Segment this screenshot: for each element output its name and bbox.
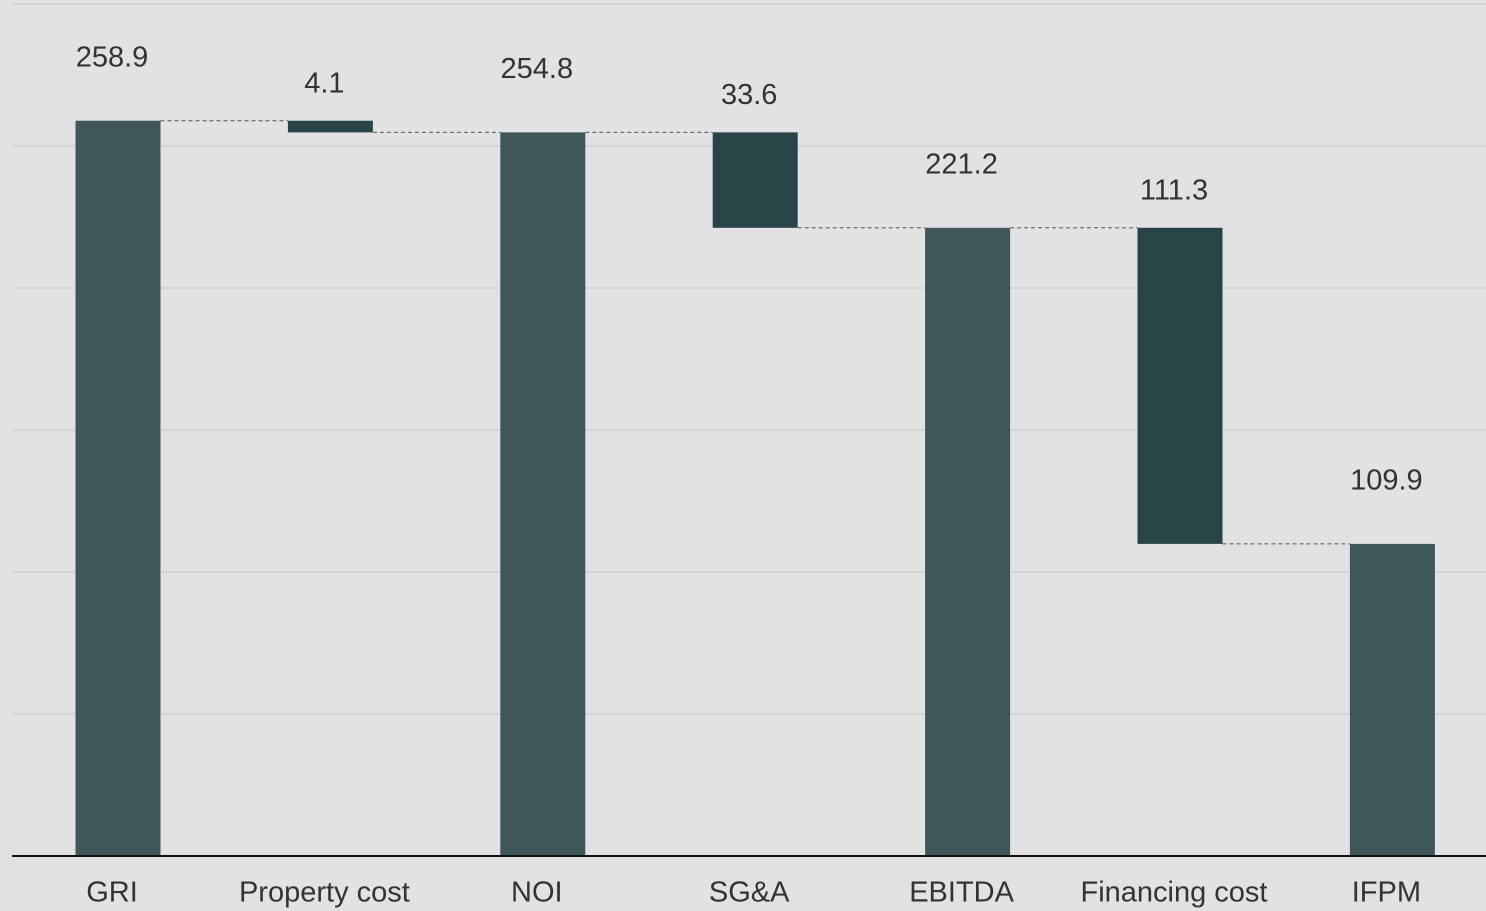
value-label: 111.3 bbox=[1140, 174, 1208, 206]
bar bbox=[925, 227, 1011, 857]
value-label: 4.1 bbox=[304, 67, 344, 99]
value-label: 33.6 bbox=[721, 79, 777, 111]
value-label: 258.9 bbox=[76, 41, 149, 73]
x-tick-label: SG&A bbox=[709, 877, 790, 909]
bar bbox=[1349, 543, 1435, 856]
x-tick-label: GRI bbox=[86, 877, 138, 909]
bar bbox=[712, 132, 798, 228]
bar bbox=[1137, 227, 1223, 544]
bar bbox=[500, 132, 586, 857]
x-tick-label: Financing cost bbox=[1081, 877, 1268, 909]
value-label: 109.9 bbox=[1350, 465, 1423, 497]
bar bbox=[75, 120, 161, 856]
x-tick-label: Property cost bbox=[239, 877, 410, 909]
value-label: 221.2 bbox=[925, 148, 998, 180]
x-tick-label: NOI bbox=[511, 877, 563, 909]
value-label: 254.8 bbox=[501, 53, 574, 85]
x-tick-label: EBITDA bbox=[909, 877, 1014, 909]
x-tick-label: IFPM bbox=[1352, 877, 1421, 909]
bar bbox=[287, 120, 373, 133]
